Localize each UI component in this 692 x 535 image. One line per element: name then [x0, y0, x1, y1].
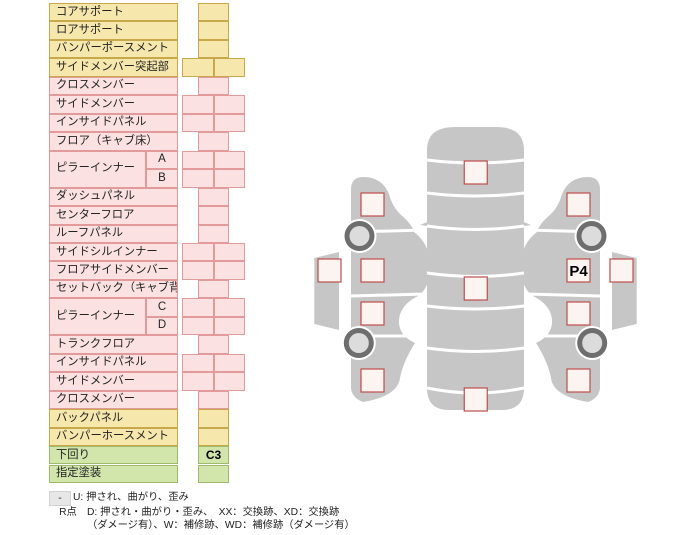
svg-text:P4: P4 [569, 263, 588, 280]
